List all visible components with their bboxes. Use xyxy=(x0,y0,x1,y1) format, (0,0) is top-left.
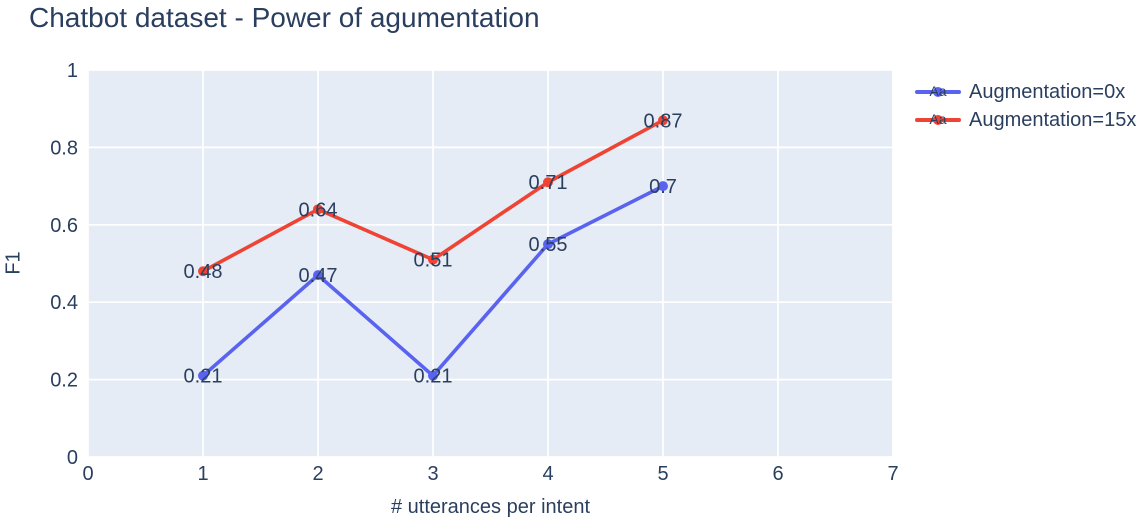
data-point[interactable] xyxy=(198,266,208,277)
y-tick-label: 1 xyxy=(67,60,78,82)
legend: Aa Augmentation=0x Aa Augmentation=15x xyxy=(915,78,1136,134)
point-label: 0.48 xyxy=(184,261,223,283)
data-point[interactable] xyxy=(543,239,553,250)
chart-title: Chatbot dataset - Power of agumentation xyxy=(29,2,540,33)
x-tick-label: 6 xyxy=(772,463,783,485)
data-point[interactable] xyxy=(658,181,668,192)
legend-marker-dot-icon xyxy=(933,87,943,97)
legend-sample-text: Aa xyxy=(929,111,947,127)
x-axis-title: # utterances per intent xyxy=(390,496,590,518)
legend-item-augmentation-0x[interactable]: Aa Augmentation=0x xyxy=(915,78,1136,106)
point-label: 0.71 xyxy=(529,172,568,194)
x-tick-label: 5 xyxy=(657,463,668,485)
legend-sample-text: Aa xyxy=(929,83,947,99)
point-label: 0.87 xyxy=(644,110,683,132)
y-axis-title: F1 xyxy=(2,251,25,275)
y-tick-label: 0 xyxy=(67,447,78,469)
y-tick-label: 0.6 xyxy=(50,215,78,237)
x-tick-label: 4 xyxy=(542,463,553,485)
point-label: 0.55 xyxy=(529,234,568,256)
data-point[interactable] xyxy=(428,254,438,265)
x-tick-label: 0 xyxy=(82,463,93,485)
point-label: 0.21 xyxy=(184,366,223,388)
x-tick-label: 2 xyxy=(312,463,323,485)
point-label: 0.7 xyxy=(649,176,677,198)
point-label: 0.51 xyxy=(414,250,453,272)
x-tick-label: 7 xyxy=(887,463,898,485)
y-tick-label: 0.8 xyxy=(50,137,78,159)
data-point[interactable] xyxy=(428,370,438,381)
data-point[interactable] xyxy=(198,370,208,381)
plot-background xyxy=(88,70,893,457)
data-point[interactable] xyxy=(313,270,323,281)
data-point[interactable] xyxy=(313,204,323,215)
legend-label: Augmentation=15x xyxy=(969,108,1137,131)
legend-sample: Aa xyxy=(915,82,961,102)
x-tick-label: 3 xyxy=(427,463,438,485)
legend-item-augmentation-15x[interactable]: Aa Augmentation=15x xyxy=(915,106,1136,134)
point-label: 0.21 xyxy=(414,366,453,388)
point-label: 0.64 xyxy=(299,199,338,221)
data-point[interactable] xyxy=(658,115,668,126)
point-label: 0.47 xyxy=(299,265,338,287)
data-point[interactable] xyxy=(543,177,553,188)
legend-label: Augmentation=0x xyxy=(969,80,1126,103)
legend-marker-dot-icon xyxy=(933,115,943,125)
legend-sample: Aa xyxy=(915,110,961,130)
y-tick-label: 0.4 xyxy=(50,292,78,314)
x-tick-label: 1 xyxy=(197,463,208,485)
y-tick-label: 0.2 xyxy=(50,370,78,392)
